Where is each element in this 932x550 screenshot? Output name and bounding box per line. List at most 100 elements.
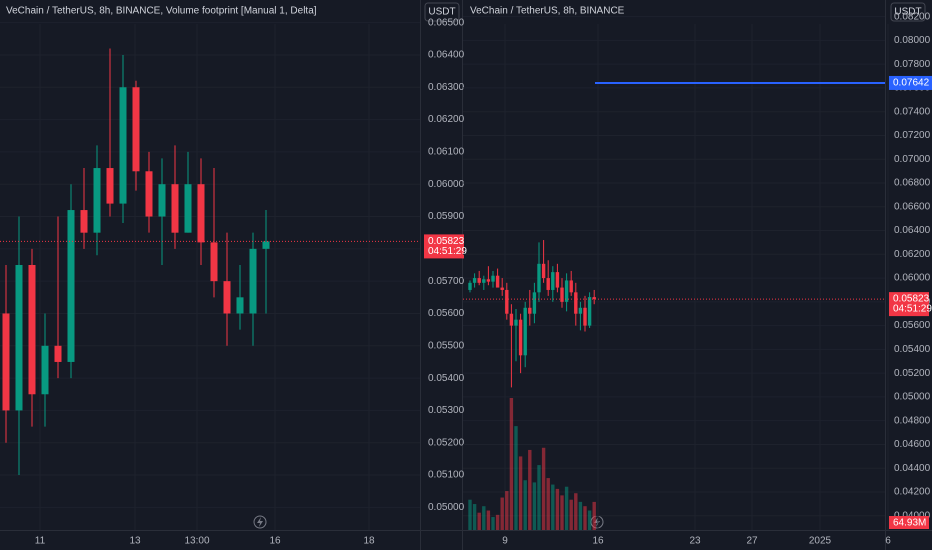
- volume-bar: [509, 398, 514, 530]
- candle-body: [491, 275, 495, 282]
- y-tick-label: 0.05400: [894, 344, 931, 355]
- candle-body: [106, 168, 114, 204]
- y-tick-label: 0.06400: [428, 50, 465, 61]
- volume-bar: [569, 499, 573, 530]
- x-tick-label: 23: [689, 536, 701, 547]
- x-tick-label: 27: [746, 536, 758, 547]
- currency-button[interactable]: [424, 2, 460, 22]
- candle-body: [560, 287, 564, 302]
- volume-bar: [583, 506, 587, 530]
- y-tick-label: 0.05400: [428, 373, 465, 384]
- candle-body: [477, 278, 481, 283]
- candle-body: [472, 278, 477, 283]
- y-tick-label: 0.04400: [894, 463, 931, 474]
- volume-bar: [555, 488, 560, 530]
- lightning-icon[interactable]: [253, 515, 267, 529]
- y-tick-label: 0.04600: [894, 439, 931, 450]
- volume-bar: [578, 501, 583, 530]
- candle-body: [158, 184, 166, 217]
- candle-body: [523, 307, 527, 356]
- candle-body: [210, 242, 218, 282]
- candle-body: [41, 345, 49, 395]
- y-tick-label: 0.05200: [428, 437, 465, 448]
- y-tick-label: 0.05200: [894, 368, 931, 379]
- x-tick-label: 16: [592, 536, 604, 547]
- candle-body: [197, 184, 205, 243]
- volume-bar: [528, 449, 532, 530]
- y-tick-label: 0.06100: [428, 147, 465, 158]
- volume-bar: [500, 497, 504, 530]
- x-tick-label: 13:00: [184, 536, 209, 547]
- volume-bar: [564, 486, 569, 530]
- y-tick-label: 0.07800: [894, 59, 931, 70]
- candle-body: [93, 168, 101, 233]
- volume-bar: [592, 501, 596, 530]
- currency-button[interactable]: [890, 2, 926, 22]
- last-price-box: [424, 234, 464, 259]
- candle-body: [482, 279, 486, 283]
- y-tick-label: 0.06200: [894, 249, 931, 260]
- candle-body: [509, 313, 514, 326]
- volume-bar: [541, 447, 546, 530]
- volume-bar: [574, 493, 578, 530]
- candle-body: [555, 272, 560, 288]
- volume-bar: [486, 510, 491, 530]
- y-tick-label: 0.06500: [428, 17, 465, 28]
- y-tick-label: 0.05600: [428, 308, 465, 319]
- price-label-box: [889, 75, 932, 90]
- countdown-label: 04:51:29: [893, 304, 932, 315]
- volume-bar: [491, 517, 495, 530]
- candle-body: [528, 307, 532, 314]
- x-tick-label: 6: [885, 536, 891, 547]
- countdown-label: 04:51:29: [428, 246, 467, 257]
- last-price-box: [889, 292, 929, 317]
- volume-label-box: [889, 516, 929, 529]
- candle-body: [537, 263, 541, 293]
- candle-body: [28, 265, 36, 395]
- volume-bar: [505, 491, 509, 530]
- candle-body: [171, 184, 179, 233]
- x-tick-label: 16: [269, 536, 281, 547]
- volume-bar: [546, 478, 550, 530]
- y-tick-label: 0.05500: [428, 340, 465, 351]
- x-tick-label: 13: [129, 536, 141, 547]
- candle-body: [541, 263, 546, 279]
- x-tick-label: 11: [35, 536, 46, 547]
- candle-body: [583, 307, 587, 326]
- y-tick-label: 0.05700: [428, 276, 465, 287]
- candle-body: [495, 275, 500, 288]
- candle-body: [514, 319, 518, 326]
- candle-body: [532, 292, 537, 314]
- currency-label[interactable]: USDT: [428, 7, 455, 18]
- candle-body: [468, 282, 472, 290]
- volume-bar: [551, 484, 555, 530]
- volume-bar: [537, 465, 541, 530]
- chart-title: VeChain / TetherUS, 8h, BINANCE: [470, 6, 625, 17]
- x-tick-label: 9: [502, 536, 508, 547]
- last-price-label: 0.05823: [428, 236, 465, 247]
- volume-label: 64.93M: [893, 518, 926, 529]
- currency-label[interactable]: USDT: [894, 7, 921, 18]
- volume-bar: [468, 499, 472, 530]
- y-tick-label: 0.06800: [894, 178, 931, 189]
- price-label: 0.07642: [893, 78, 930, 89]
- y-tick-label: 0.06200: [428, 114, 465, 125]
- x-tick-label: 2025: [809, 536, 832, 547]
- candle-body: [249, 248, 257, 314]
- candle-body: [54, 345, 62, 362]
- candle-body: [546, 278, 550, 290]
- y-tick-label: 0.07400: [894, 106, 931, 117]
- candle-body: [80, 210, 88, 233]
- y-tick-label: 0.05600: [894, 320, 931, 331]
- volume-bar: [587, 510, 592, 530]
- y-tick-label: 0.05900: [428, 211, 465, 222]
- y-tick-label: 0.05300: [428, 405, 465, 416]
- candle-body: [592, 297, 596, 300]
- candle-body: [119, 87, 127, 204]
- candle-body: [223, 281, 231, 314]
- volume-bar: [518, 456, 523, 530]
- y-tick-label: 0.07000: [894, 154, 931, 165]
- candle-body: [184, 184, 192, 233]
- y-tick-label: 0.05000: [894, 392, 931, 403]
